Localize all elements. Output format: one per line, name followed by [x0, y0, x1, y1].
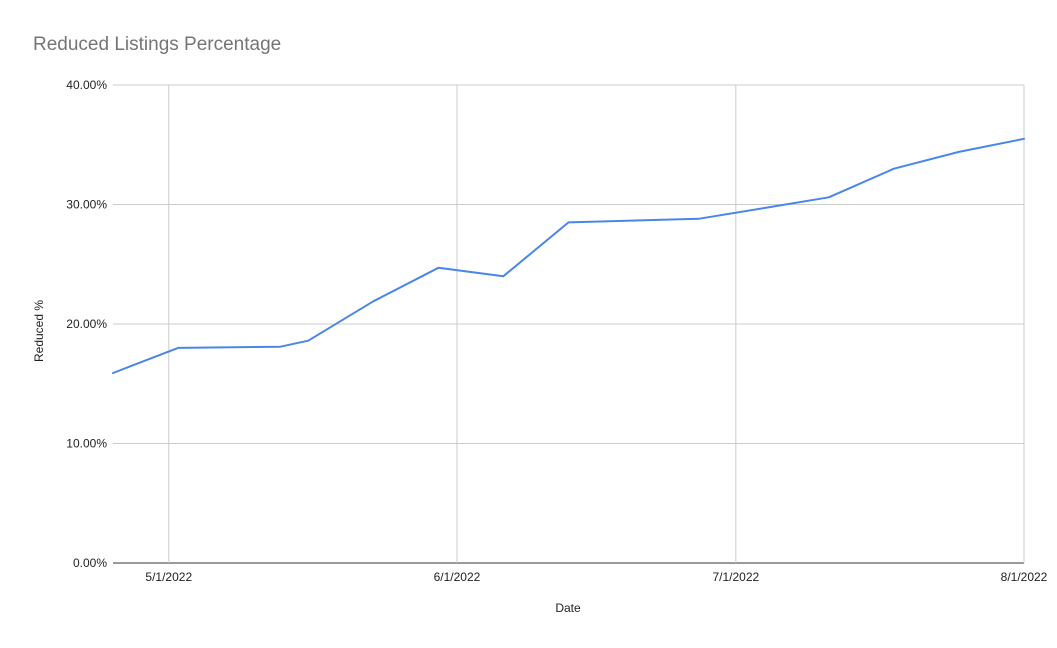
y-tick-label: 30.00% [66, 198, 107, 212]
y-tick-label: 10.00% [66, 437, 107, 451]
series-layer [112, 137, 1025, 374]
chart-title: Reduced Listings Percentage [33, 34, 281, 55]
grid-lines [113, 84, 1025, 564]
y-tick-label: 0.00% [73, 556, 107, 570]
y-tick-label: 20.00% [66, 317, 107, 331]
y-axis-label: Reduced % [32, 300, 46, 362]
x-tick-label: 5/1/2022 [145, 570, 192, 584]
x-axis-label: Date [555, 601, 581, 615]
x-tick-label: 6/1/2022 [434, 570, 481, 584]
x-tick-label: 8/1/2022 [1001, 570, 1048, 584]
y-tick-label: 40.00% [66, 78, 107, 92]
x-axis-ticks: 5/1/2022 6/1/2022 7/1/2022 8/1/2022 [145, 570, 1047, 584]
series-line [112, 137, 1025, 374]
x-tick-label: 7/1/2022 [712, 570, 759, 584]
y-axis-ticks: 0.00% 10.00% 20.00% 30.00% 40.00% [66, 78, 107, 570]
